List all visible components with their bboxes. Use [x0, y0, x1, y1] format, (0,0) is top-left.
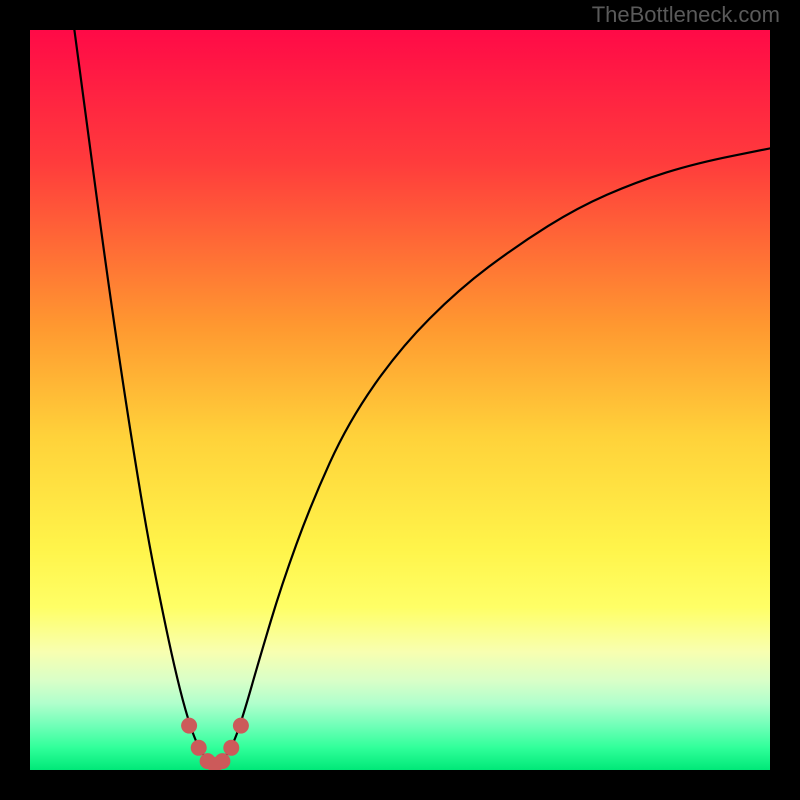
optimal-point [233, 718, 249, 734]
watermark-text: TheBottleneck.com [592, 2, 780, 28]
optimal-point [214, 753, 230, 769]
plot-svg [30, 30, 770, 770]
gradient-background [30, 30, 770, 770]
plot-area [30, 30, 770, 770]
optimal-point [223, 740, 239, 756]
chart-frame: TheBottleneck.com [0, 0, 800, 800]
optimal-point [191, 740, 207, 756]
optimal-point [181, 718, 197, 734]
